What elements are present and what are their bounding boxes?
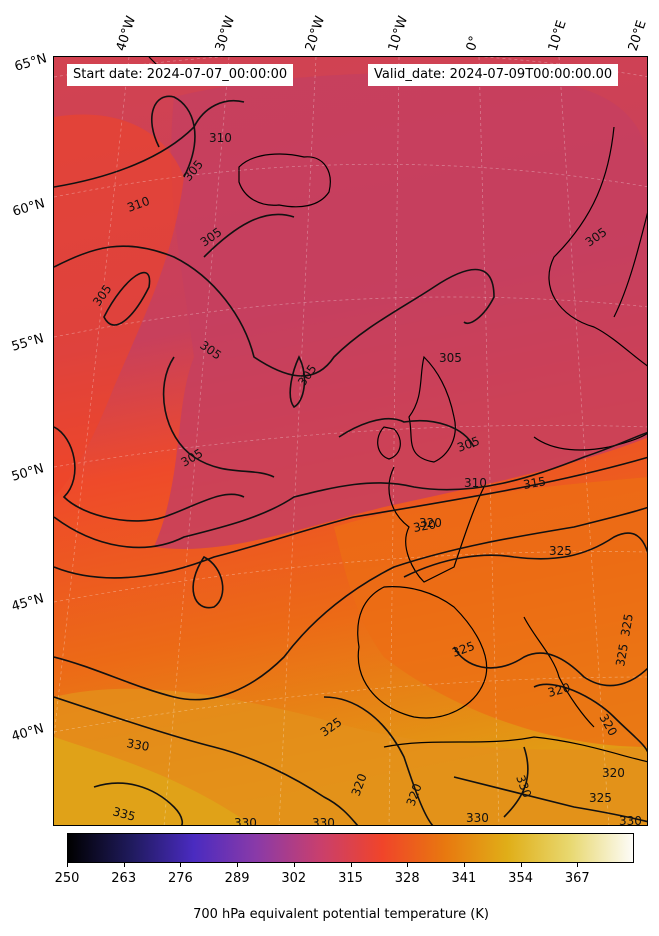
lat-label-55n: 55°N	[9, 331, 46, 355]
map-panel[interactable]: 310 305 310 305 305 305 305 305 305 305 …	[53, 56, 648, 826]
contour-label: 330	[234, 816, 257, 826]
colorbar-tick-mark	[577, 863, 579, 867]
colorbar-tick-mark	[463, 863, 465, 867]
cool-airmass	[154, 73, 647, 549]
contour-310-band	[54, 431, 647, 549]
contour-325-band	[403, 532, 647, 578]
colorbar-tick-mark	[520, 863, 522, 867]
contour-label: 325	[613, 643, 631, 668]
contour-330-se	[453, 776, 647, 823]
scandinavia-coast	[548, 126, 647, 367]
contour-305-west	[54, 426, 245, 522]
iceland-coast	[238, 153, 331, 208]
colorbar-tick-label: 289	[224, 871, 250, 886]
lat-label-60n: 60°N	[10, 196, 47, 220]
british-isles	[377, 355, 456, 463]
colorbar-tick-label: 354	[508, 871, 534, 886]
contour-lines	[54, 95, 647, 825]
contour-335	[93, 782, 184, 825]
colorbar-tick-label: 302	[281, 871, 307, 886]
contour-label: 335	[111, 804, 137, 823]
warm-continent	[334, 477, 647, 747]
colorbar-tick-mark	[67, 863, 68, 867]
contour-label: 310	[464, 476, 487, 490]
italy-coast	[523, 616, 595, 728]
lat-label-40n: 40°N	[9, 721, 46, 745]
contour-305-nw	[203, 213, 295, 258]
contour-320-east	[533, 683, 647, 753]
colorbar-tick-mark	[123, 863, 125, 867]
colorbar-tick-mark	[180, 863, 182, 867]
baltic-coast	[533, 432, 647, 451]
contour-label: 330	[125, 736, 150, 754]
lat-label-45n: 45°N	[9, 591, 46, 615]
contour-label: 315	[522, 474, 547, 492]
colorbar-tick-mark	[350, 863, 352, 867]
contour-label: 310	[209, 131, 232, 145]
warm-west	[54, 114, 184, 497]
contour-330-ital	[503, 746, 529, 818]
contour-320-band	[54, 506, 647, 701]
contour-label: 320	[412, 517, 437, 535]
lon-label-40w: 40°W	[113, 14, 140, 53]
colorbar-tick-mark	[237, 863, 239, 867]
contour-305-north	[151, 95, 196, 178]
contour-315-band	[54, 456, 647, 579]
lat-label-50n: 50°N	[9, 461, 46, 485]
contour-305-central	[162, 356, 275, 478]
colorbar-tick-mark	[293, 863, 295, 867]
contour-label: 330	[312, 816, 335, 826]
colorbar	[67, 833, 634, 863]
contour-label: 330	[466, 811, 489, 825]
colorbar-tick-label: 263	[111, 871, 137, 886]
contour-325-iberia	[453, 646, 647, 687]
contour-330-band	[54, 696, 359, 825]
temperature-map: 310 305 310 305 305 305 305 305 305 305 …	[54, 57, 647, 826]
contour-label: 305	[439, 351, 462, 365]
lon-label-20e: 20°E	[625, 18, 650, 53]
colorbar-tick-label: 367	[564, 871, 590, 886]
contour-label: 330	[619, 814, 642, 826]
france-coast	[388, 466, 485, 583]
contour-305-island	[103, 271, 151, 326]
contour-305-uk	[338, 417, 475, 448]
lon-label-10w: 10°W	[385, 14, 412, 53]
colorbar-tick-label: 328	[394, 871, 420, 886]
contour-310-north	[54, 100, 245, 188]
hot-airmass	[54, 737, 252, 825]
contour-305-main	[54, 245, 495, 377]
valid-date-label: Valid_date: 2024-07-09T00:00:00.00	[368, 64, 619, 86]
colorbar-tick-label: 315	[338, 871, 363, 886]
contour-label: 320	[419, 516, 442, 530]
contour-label: 325	[549, 544, 572, 558]
lon-label-30w: 30°W	[212, 14, 239, 53]
start-date-label: Start date: 2024-07-07_00:00:00	[67, 64, 294, 86]
colorbar-tick-label: 276	[167, 871, 193, 886]
contour-label: 325	[589, 791, 612, 805]
contour-label: 320	[602, 766, 625, 780]
colorbar-tick-label: 250	[54, 871, 80, 886]
colorbar-tick-label: 341	[451, 871, 477, 886]
lat-label-65n: 65°N	[12, 51, 49, 75]
contour-label: 320	[546, 680, 572, 699]
coastlines	[148, 57, 647, 763]
iberia-coast	[357, 586, 488, 719]
colorbar-label: 700 hPa equivalent potential temperature…	[193, 907, 489, 922]
north-africa	[383, 736, 647, 763]
lon-label-20w: 20°W	[302, 14, 329, 53]
lon-label-10e: 10°E	[545, 18, 570, 53]
contour-320-loop	[192, 555, 224, 609]
lon-label-0: 0°	[463, 34, 483, 53]
warm-airmass	[54, 688, 647, 825]
contour-label: 325	[618, 613, 636, 638]
contour-305-loop	[289, 355, 306, 409]
contour-320-south	[323, 696, 434, 825]
colorbar-tick-mark	[407, 863, 409, 867]
